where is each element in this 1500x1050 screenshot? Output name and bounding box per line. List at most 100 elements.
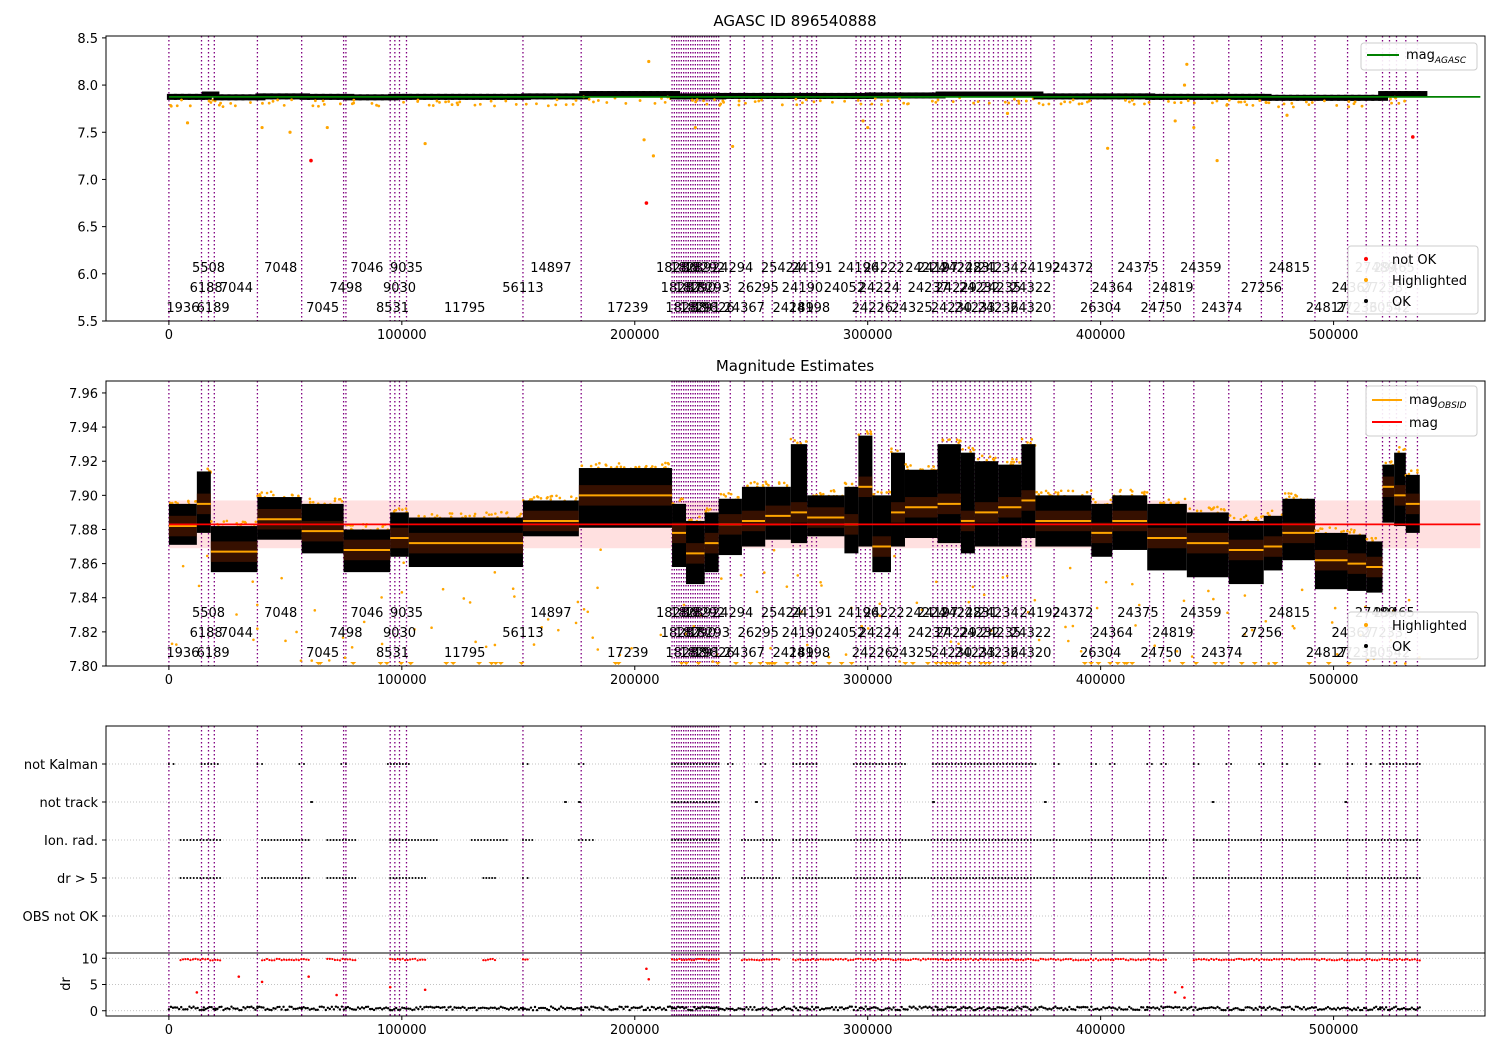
x-tick-label: 100000 — [377, 673, 427, 688]
flag-point — [698, 801, 701, 803]
flag-point — [1042, 877, 1045, 879]
dr-point — [370, 1007, 374, 1011]
highlighted-point — [1044, 489, 1048, 493]
obsid-label: 24224 — [905, 261, 946, 276]
highlighted-point — [653, 101, 657, 105]
flag-point — [949, 877, 952, 879]
dr-point — [1360, 1008, 1364, 1012]
flag-point — [405, 877, 408, 879]
flag-point — [189, 839, 192, 841]
dr-point — [1228, 1008, 1231, 1012]
flag-point — [401, 877, 404, 879]
flag-point — [1369, 763, 1372, 765]
dr-outlier-point — [645, 967, 648, 971]
flag-point — [1058, 877, 1061, 879]
obsid-label: 6189 — [197, 301, 230, 316]
dr-point — [171, 1006, 175, 1009]
flag-point — [1351, 839, 1354, 841]
highlighted-point — [473, 512, 477, 516]
flag-point — [808, 763, 811, 765]
dr-point — [455, 1006, 458, 1010]
flag-point — [273, 839, 276, 841]
dr-point — [968, 1005, 971, 1009]
highlighted-point — [431, 104, 435, 107]
highlighted-point — [694, 100, 698, 104]
dr-clamped-point — [297, 959, 300, 962]
dr-clamped-point — [807, 958, 810, 961]
out-of-range-marker — [747, 662, 754, 665]
dr-point — [936, 1008, 939, 1012]
ok-points-band — [790, 444, 808, 544]
dr-clamped-point — [919, 959, 922, 962]
highlighted-point — [688, 518, 691, 522]
highlighted-point — [175, 104, 179, 108]
dr-point — [1370, 1008, 1374, 1011]
flag-point — [1197, 763, 1200, 765]
flag-point — [1126, 839, 1129, 841]
dr-point — [409, 1007, 412, 1010]
dr-point — [1150, 1006, 1153, 1010]
highlighted-point — [957, 642, 960, 646]
dr-clamped-point — [179, 959, 182, 962]
flag-point — [1103, 839, 1106, 841]
dr-point — [1122, 1008, 1125, 1011]
flag-point — [1042, 839, 1045, 841]
dr-point — [362, 1007, 366, 1010]
dr-point — [537, 1006, 541, 1010]
legend-mag-obsid-subscript: OBSID — [1438, 401, 1467, 411]
highlighted-point — [489, 99, 493, 103]
obsid-label: 18290 — [675, 626, 716, 641]
dr-point — [866, 1007, 869, 1011]
dr-outlier-point — [260, 980, 264, 984]
dr-clamped-point — [712, 958, 715, 961]
dr-point — [1322, 1008, 1326, 1011]
highlighted-point — [1143, 102, 1146, 106]
flag-point — [753, 839, 756, 841]
flag-point — [992, 763, 995, 765]
dr-point — [1008, 1008, 1011, 1012]
dr-point — [250, 1005, 253, 1008]
dr-point — [642, 1008, 645, 1012]
dr-point — [1312, 1006, 1316, 1009]
x-tick-label: 500000 — [1309, 1023, 1359, 1038]
flag-point — [768, 877, 771, 879]
flag-point — [1377, 839, 1380, 841]
dr-point — [1412, 1007, 1416, 1011]
obsid-label: 24189 — [772, 301, 813, 316]
flag-point — [827, 877, 830, 879]
flag-point — [1224, 839, 1227, 841]
flag-point — [1135, 839, 1138, 841]
highlighted-point — [423, 515, 426, 518]
dr-clamped-point — [1017, 958, 1020, 961]
highlighted-point — [1128, 100, 1131, 104]
out-of-range-marker — [383, 662, 390, 665]
dr-point — [1048, 1007, 1051, 1010]
ok-point — [716, 92, 727, 99]
flag-point — [711, 877, 714, 879]
highlighted-point — [727, 491, 730, 495]
ok-point — [730, 92, 741, 99]
highlighted-point — [364, 525, 368, 528]
legend-highlighted-label-2: Highlighted — [1392, 619, 1467, 634]
ok-points-band — [937, 444, 961, 544]
dr-point — [765, 1006, 768, 1009]
flag-point — [862, 763, 865, 765]
flag-point — [404, 839, 407, 841]
dr-point — [577, 1007, 581, 1010]
flag-point — [972, 877, 975, 879]
highlighted-point — [1335, 652, 1339, 656]
dr-clamped-point — [688, 958, 691, 961]
flag-point — [898, 877, 901, 879]
dr-clamped-point — [924, 958, 927, 961]
dr-clamped-point — [1360, 957, 1364, 961]
dr-point — [1080, 1006, 1083, 1009]
dr-point — [808, 1008, 812, 1011]
dr-point — [1156, 1006, 1159, 1010]
ok-point — [1261, 94, 1272, 101]
flag-point — [470, 839, 473, 841]
flag-point — [1418, 839, 1421, 841]
flag-point — [850, 839, 853, 841]
highlighted-point — [295, 630, 298, 634]
dr-point — [846, 1006, 850, 1010]
dr-clamped-point — [710, 958, 713, 961]
